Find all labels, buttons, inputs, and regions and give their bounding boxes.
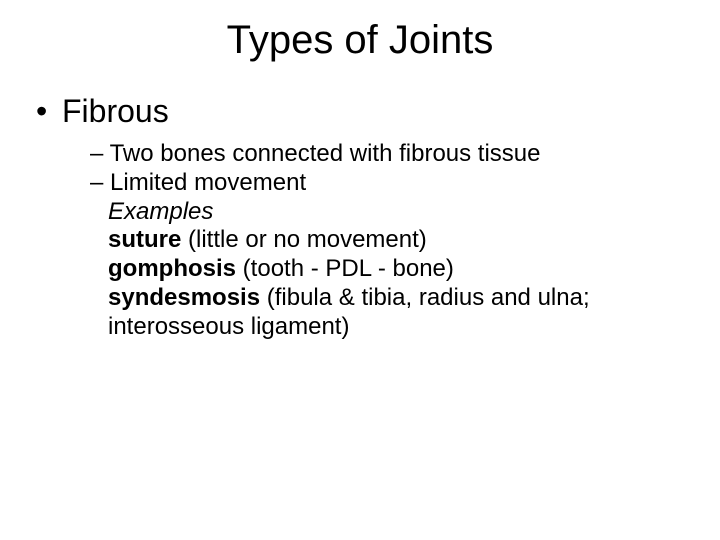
bullet-text: Fibrous bbox=[62, 93, 169, 129]
sub-bullet-1: – Two bones connected with fibrous tissu… bbox=[90, 140, 684, 169]
bullet-level1: •Fibrous bbox=[36, 93, 684, 130]
slide-body: •Fibrous – Two bones connected with fibr… bbox=[0, 93, 720, 342]
bullet-level2-block: – Two bones connected with fibrous tissu… bbox=[36, 140, 684, 342]
examples-label: Examples bbox=[90, 198, 684, 227]
example-3: syndesmosis (fibula & tibia, radius and … bbox=[90, 284, 684, 342]
example-2-term: gomphosis bbox=[108, 255, 236, 282]
slide: Types of Joints •Fibrous – Two bones con… bbox=[0, 0, 720, 540]
example-1-term: suture bbox=[108, 226, 181, 253]
dash-icon: – bbox=[90, 140, 103, 167]
sub-bullet-1-text: Two bones connected with fibrous tissue bbox=[110, 140, 541, 167]
dash-icon: – bbox=[90, 169, 103, 196]
example-1: suture (little or no movement) bbox=[90, 226, 684, 255]
sub-bullet-2-text: Limited movement bbox=[110, 169, 306, 196]
bullet-marker: • bbox=[36, 93, 62, 130]
example-2-desc: (tooth - PDL - bone) bbox=[236, 255, 454, 282]
example-1-desc: (little or no movement) bbox=[181, 226, 426, 253]
example-3-term: syndesmosis bbox=[108, 284, 260, 311]
example-2: gomphosis (tooth - PDL - bone) bbox=[90, 255, 684, 284]
sub-bullet-2: – Limited movement bbox=[90, 169, 684, 198]
slide-title: Types of Joints bbox=[0, 0, 720, 93]
